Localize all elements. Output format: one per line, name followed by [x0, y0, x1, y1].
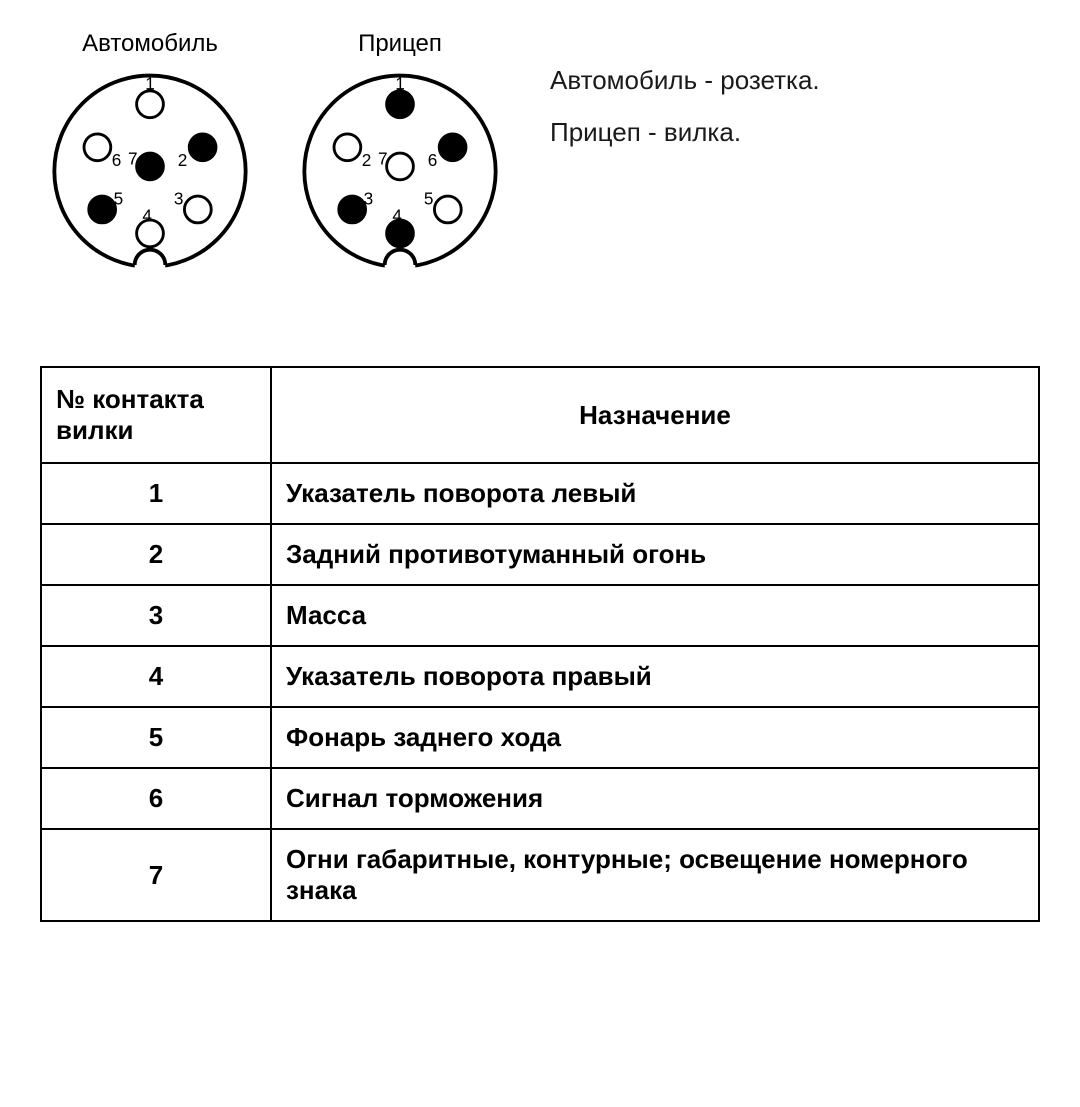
legend-line-2: Прицеп - вилка. — [550, 112, 820, 154]
pin-label-4: 4 — [392, 206, 402, 226]
connector-0: Автомобиль1234567 — [40, 30, 260, 286]
desc-cell: Фонарь заднего хода — [271, 707, 1039, 768]
desc-cell: Масса — [271, 585, 1039, 646]
pin-label-6: 6 — [428, 150, 438, 170]
connector-title-0: Автомобиль — [82, 30, 218, 58]
header-pin: № контакта вилки — [41, 367, 271, 463]
pin-label-3: 3 — [174, 188, 184, 208]
connector-1: Прицеп 1 6 5 43 27 — [290, 30, 510, 286]
pin-cell: 4 — [41, 646, 271, 707]
pin-label-5: 5 — [424, 188, 434, 208]
pin-5 — [89, 196, 116, 223]
pin-label-7: 7 — [378, 148, 388, 168]
pin-cell: 2 — [41, 524, 271, 585]
pin-label-1: 1 — [145, 74, 155, 94]
table-row: 1Указатель поворота левый — [41, 463, 1039, 524]
pin-label-2: 2 — [362, 150, 372, 170]
pin-2 — [189, 134, 216, 161]
pin-label-4: 4 — [142, 206, 152, 226]
pin-cell: 1 — [41, 463, 271, 524]
pin-1 — [387, 91, 414, 118]
connector-title-1: Прицеп — [358, 30, 442, 58]
pin-3 — [339, 196, 366, 223]
table-row: 5Фонарь заднего хода — [41, 707, 1039, 768]
pin-label-3: 3 — [364, 188, 374, 208]
desc-cell: Огни габаритные, контурные; освещение но… — [271, 829, 1039, 921]
desc-cell: Задний противотуманный огонь — [271, 524, 1039, 585]
pin-1 — [137, 91, 164, 118]
pin-3 — [184, 196, 211, 223]
desc-cell: Указатель поворота правый — [271, 646, 1039, 707]
header-desc: Назначение — [271, 367, 1039, 463]
pin-2 — [334, 134, 361, 161]
table-row: 2Задний противотуманный огонь — [41, 524, 1039, 585]
pin-7 — [137, 153, 164, 180]
table-row: 6Сигнал торможения — [41, 768, 1039, 829]
pin-label-6: 6 — [112, 150, 122, 170]
pin-cell: 5 — [41, 707, 271, 768]
table-row: 4Указатель поворота правый — [41, 646, 1039, 707]
connector-svg-1: 1 6 5 43 27 — [290, 66, 510, 286]
pin-cell: 3 — [41, 585, 271, 646]
pin-label-5: 5 — [114, 188, 124, 208]
pin-7 — [387, 153, 414, 180]
pin-cell: 7 — [41, 829, 271, 921]
pin-label-7: 7 — [128, 148, 138, 168]
connectors-area: Автомобиль1234567Прицеп1654327 — [40, 30, 510, 286]
desc-cell: Сигнал торможения — [271, 768, 1039, 829]
pin-cell: 6 — [41, 768, 271, 829]
pin-label-2: 2 — [178, 150, 188, 170]
pin-5 — [434, 196, 461, 223]
legend-block: Автомобиль - розетка. Прицеп - вилка. — [550, 30, 820, 163]
top-section: Автомобиль1234567Прицеп1654327 Автомобил… — [40, 30, 1040, 286]
pin-table: № контакта вилки Назначение 1Указатель п… — [40, 366, 1040, 922]
table-row: 3Масса — [41, 585, 1039, 646]
table-row: 7Огни габаритные, контурные; освещение н… — [41, 829, 1039, 921]
pin-label-1: 1 — [395, 74, 405, 94]
desc-cell: Указатель поворота левый — [271, 463, 1039, 524]
table-header-row: № контакта вилки Назначение — [41, 367, 1039, 463]
legend-line-1: Автомобиль - розетка. — [550, 60, 820, 102]
pin-6 — [84, 134, 111, 161]
connector-svg-0: 1234567 — [40, 66, 260, 286]
pin-6 — [439, 134, 466, 161]
